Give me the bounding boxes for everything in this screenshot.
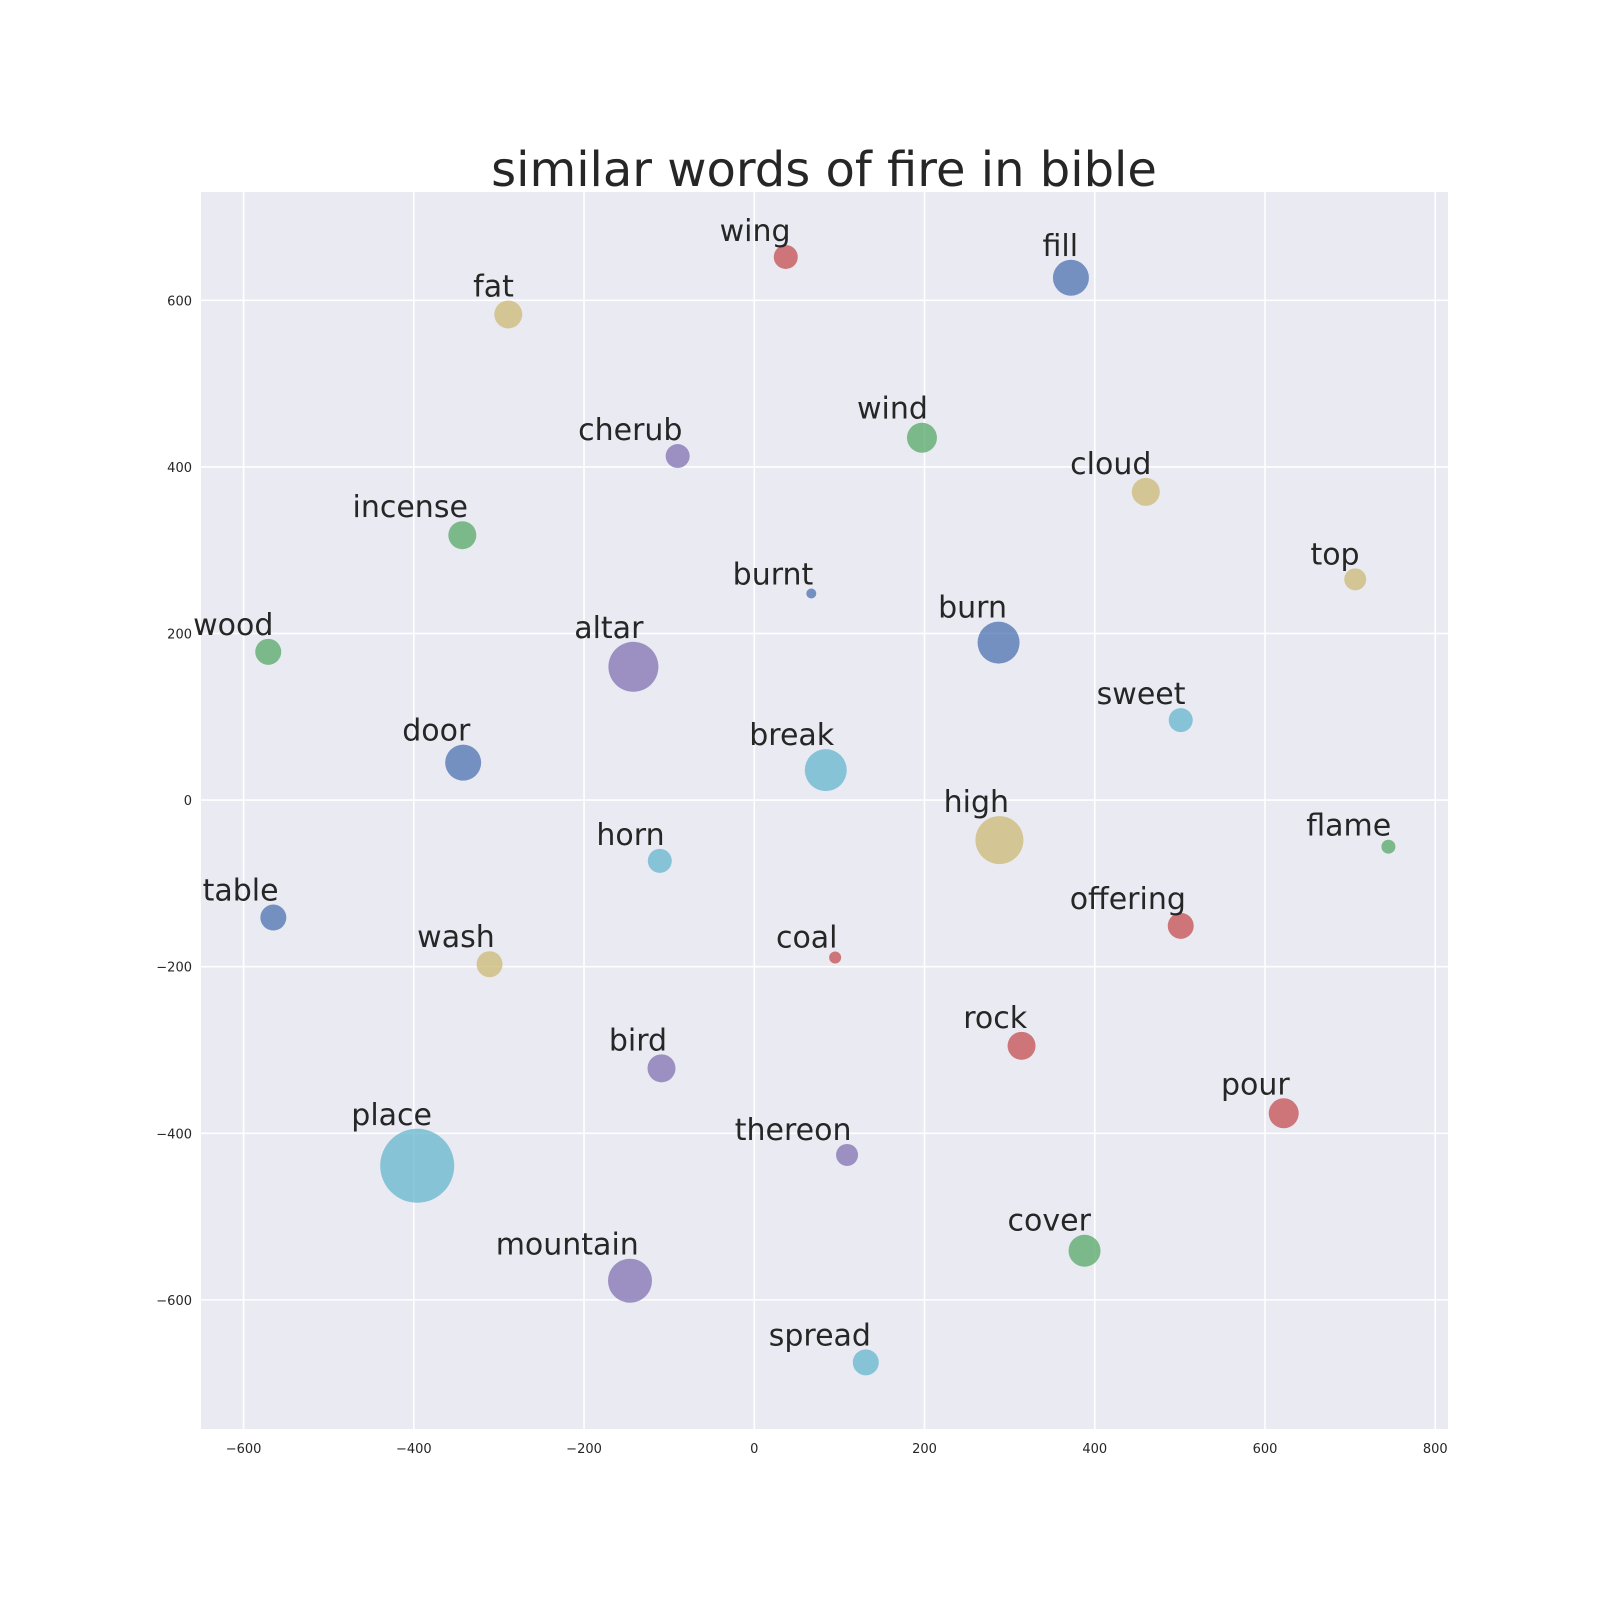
label-altar: altar — [574, 611, 644, 646]
point-bird — [647, 1054, 676, 1083]
label-wind: wind — [857, 392, 928, 427]
point-top — [1344, 568, 1367, 591]
y-tick-label: −400 — [156, 1127, 192, 1142]
label-break: break — [749, 718, 835, 753]
label-thereon: thereon — [735, 1113, 852, 1148]
label-incense: incense — [353, 490, 468, 525]
label-place: place — [351, 1098, 432, 1133]
label-coal: coal — [776, 921, 838, 956]
label-cherub: cherub — [578, 413, 682, 448]
point-break — [804, 749, 847, 792]
label-spread: spread — [769, 1318, 871, 1353]
x-tick-label: −200 — [566, 1442, 602, 1457]
point-cloud — [1131, 477, 1160, 506]
axis-ticks: −600 −400 −200 0 200 400 600 800 −600 −400 −200 0 20… — [156, 294, 1447, 1457]
label-bird: bird — [609, 1023, 667, 1058]
chart-title: similar words of fire in bible — [491, 142, 1157, 198]
point-rock — [1007, 1031, 1036, 1060]
label-rock: rock — [963, 1001, 1028, 1036]
x-tick-label: 400 — [1082, 1442, 1107, 1457]
label-sweet: sweet — [1097, 677, 1186, 712]
y-tick-label: 600 — [167, 294, 192, 309]
point-coal — [829, 951, 842, 964]
point-door — [445, 744, 482, 781]
point-fat — [494, 300, 523, 329]
y-tick-label: −600 — [156, 1294, 192, 1309]
point-wing — [773, 244, 798, 269]
label-flame: flame — [1306, 809, 1391, 844]
y-tick-label: −200 — [156, 961, 192, 976]
x-tick-label: 800 — [1423, 1442, 1448, 1457]
point-labels: wing fill fat cherub wind cloud incense burnt to… — [193, 214, 1391, 1353]
label-wash: wash — [417, 920, 495, 955]
point-burnt — [806, 588, 817, 599]
label-pour: pour — [1221, 1067, 1290, 1102]
label-top: top — [1310, 537, 1359, 572]
label-wood: wood — [193, 608, 273, 643]
x-tick-label: −400 — [396, 1442, 432, 1457]
label-burnt: burnt — [733, 558, 814, 593]
label-horn: horn — [596, 818, 664, 853]
point-spread — [852, 1349, 879, 1376]
point-cover — [1068, 1234, 1101, 1267]
point-thereon — [836, 1143, 859, 1166]
label-cloud: cloud — [1070, 447, 1151, 482]
point-table — [260, 904, 287, 931]
x-tick-label: 0 — [750, 1442, 758, 1457]
y-tick-label: 200 — [167, 627, 192, 642]
label-burn: burn — [938, 591, 1007, 626]
point-horn — [647, 848, 672, 873]
point-pour — [1268, 1098, 1299, 1129]
point-fill — [1052, 259, 1089, 296]
label-offering: offering — [1070, 882, 1186, 917]
plot-background — [201, 192, 1448, 1429]
point-wood — [255, 638, 282, 665]
point-incense — [448, 521, 477, 550]
point-flame — [1381, 839, 1396, 854]
grid — [201, 192, 1448, 1429]
label-door: door — [402, 714, 471, 749]
x-tick-label: 200 — [912, 1442, 937, 1457]
point-wind — [906, 422, 937, 453]
label-cover: cover — [1008, 1204, 1092, 1239]
x-tick-label: 600 — [1253, 1442, 1278, 1457]
point-wash — [476, 951, 503, 978]
point-altar — [608, 641, 659, 692]
label-fat: fat — [473, 269, 514, 304]
point-offering — [1167, 912, 1194, 939]
label-high: high — [944, 785, 1009, 820]
point-place — [380, 1128, 455, 1203]
label-mountain: mountain — [496, 1228, 639, 1263]
y-tick-label: 0 — [184, 794, 192, 809]
point-burn — [977, 621, 1020, 664]
point-cherub — [665, 444, 690, 469]
point-high — [975, 816, 1024, 865]
data-points — [255, 244, 1396, 1376]
x-tick-label: −600 — [226, 1442, 262, 1457]
label-wing: wing — [720, 214, 791, 249]
point-sweet — [1168, 708, 1193, 733]
label-table: table — [203, 874, 279, 909]
label-fill: fill — [1043, 229, 1079, 264]
point-mountain — [608, 1258, 653, 1303]
y-tick-label: 400 — [167, 461, 192, 476]
